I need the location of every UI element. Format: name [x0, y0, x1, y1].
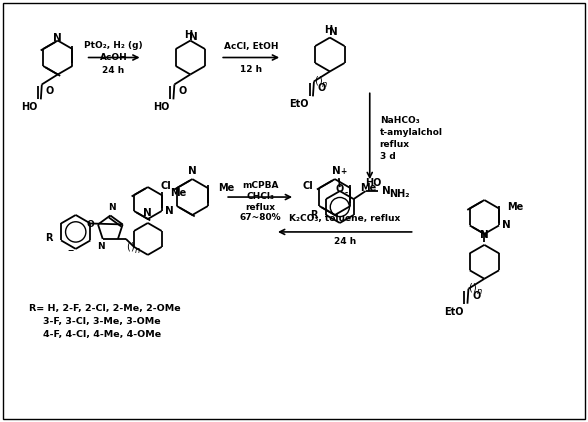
- Text: H: H: [324, 24, 332, 35]
- Text: (: (: [126, 242, 130, 252]
- Text: HO: HO: [365, 178, 382, 188]
- Text: n: n: [135, 246, 140, 255]
- Text: t-amylalchol: t-amylalchol: [380, 128, 443, 137]
- Text: O: O: [178, 87, 186, 96]
- Text: Me: Me: [218, 183, 234, 193]
- Text: AcOH: AcOH: [100, 53, 128, 62]
- Text: Me: Me: [169, 188, 186, 198]
- Text: K₂CO₃, toluene, reflux: K₂CO₃, toluene, reflux: [289, 214, 400, 224]
- Text: n: n: [322, 80, 327, 89]
- Text: N: N: [189, 32, 198, 42]
- Text: 3 d: 3 d: [380, 151, 396, 161]
- Text: Cl: Cl: [303, 181, 313, 191]
- Text: N: N: [480, 230, 489, 240]
- Text: +: +: [340, 167, 347, 176]
- Text: Cl: Cl: [160, 181, 171, 191]
- Text: N: N: [502, 220, 511, 230]
- Text: O: O: [46, 87, 54, 96]
- Text: N: N: [165, 206, 173, 216]
- Text: N: N: [143, 208, 152, 218]
- Text: (: (: [314, 76, 318, 85]
- Text: 24 h: 24 h: [334, 238, 356, 246]
- Text: CHCl₃: CHCl₃: [246, 192, 274, 200]
- Text: reflux: reflux: [245, 203, 275, 211]
- Text: N: N: [188, 166, 197, 176]
- Text: O: O: [318, 84, 326, 93]
- Text: 3-F, 3-Cl, 3-Me, 3-OMe: 3-F, 3-Cl, 3-Me, 3-OMe: [43, 317, 161, 326]
- Text: NaHCO₃: NaHCO₃: [380, 116, 419, 125]
- Text: R= H, 2-F, 2-Cl, 2-Me, 2-OMe: R= H, 2-F, 2-Cl, 2-Me, 2-OMe: [29, 304, 181, 313]
- Text: EtO: EtO: [289, 99, 309, 109]
- Text: (: (: [469, 283, 472, 293]
- Text: R: R: [310, 210, 318, 220]
- Text: ): ): [318, 76, 322, 85]
- Text: AcCl, EtOH: AcCl, EtOH: [224, 42, 278, 51]
- Text: N: N: [54, 32, 62, 43]
- Text: R: R: [46, 233, 53, 243]
- Text: O: O: [472, 291, 480, 301]
- Text: reflux: reflux: [380, 140, 410, 149]
- Text: PtO₂, H₂ (g): PtO₂, H₂ (g): [84, 41, 143, 50]
- Text: N: N: [97, 242, 105, 251]
- Text: O: O: [336, 184, 344, 194]
- Text: Me: Me: [360, 183, 377, 193]
- Text: 67~80%: 67~80%: [239, 214, 281, 222]
- Text: EtO: EtO: [444, 307, 463, 316]
- Text: H: H: [184, 30, 192, 40]
- Text: N: N: [329, 27, 338, 37]
- Text: NH₂: NH₂: [389, 189, 410, 199]
- Text: Me: Me: [507, 202, 523, 211]
- Text: n: n: [476, 287, 482, 296]
- Text: N: N: [332, 166, 341, 176]
- Text: mCPBA: mCPBA: [242, 181, 278, 189]
- Text: 12 h: 12 h: [240, 65, 262, 74]
- Text: HO: HO: [153, 103, 169, 112]
- Text: -: -: [344, 189, 348, 197]
- Text: 4-F, 4-Cl, 4-Me, 4-OMe: 4-F, 4-Cl, 4-Me, 4-OMe: [43, 330, 161, 339]
- Text: ): ): [473, 283, 476, 293]
- Text: N: N: [382, 186, 390, 196]
- Text: N: N: [109, 203, 116, 213]
- Text: ): ): [130, 242, 134, 252]
- Text: 24 h: 24 h: [102, 66, 125, 75]
- Text: HO: HO: [21, 103, 37, 112]
- Text: O: O: [86, 220, 94, 229]
- Text: –: –: [68, 244, 74, 257]
